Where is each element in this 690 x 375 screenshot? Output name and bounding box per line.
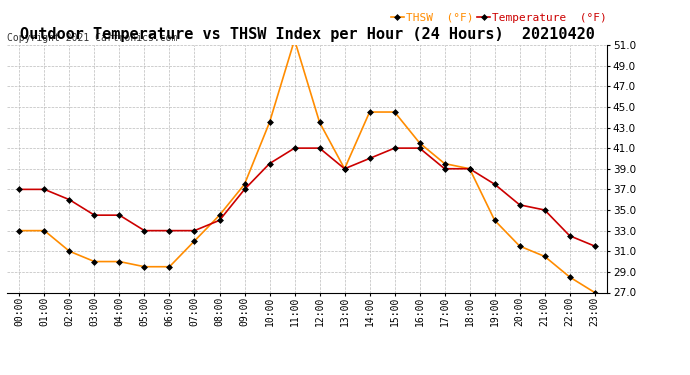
THSW  (°F) <box>190 239 199 243</box>
Temperature  (°F) <box>166 228 174 233</box>
Temperature  (°F) <box>266 161 274 166</box>
Temperature  (°F) <box>90 213 99 217</box>
THSW  (°F) <box>591 290 599 295</box>
Temperature  (°F) <box>391 146 399 150</box>
THSW  (°F) <box>40 228 48 233</box>
Temperature  (°F) <box>215 218 224 223</box>
Temperature  (°F) <box>440 166 449 171</box>
Temperature  (°F) <box>540 208 549 212</box>
THSW  (°F) <box>440 161 449 166</box>
THSW  (°F) <box>240 182 248 186</box>
THSW  (°F) <box>566 275 574 279</box>
THSW  (°F) <box>366 110 374 114</box>
Temperature  (°F) <box>591 244 599 248</box>
THSW  (°F) <box>491 218 499 223</box>
Line: Temperature  (°F): Temperature (°F) <box>17 146 597 248</box>
Temperature  (°F) <box>515 202 524 207</box>
Temperature  (°F) <box>315 146 324 150</box>
Temperature  (°F) <box>415 146 424 150</box>
Line: THSW  (°F): THSW (°F) <box>17 38 597 295</box>
Temperature  (°F) <box>240 187 248 192</box>
THSW  (°F) <box>391 110 399 114</box>
THSW  (°F) <box>140 264 148 269</box>
Temperature  (°F) <box>566 234 574 238</box>
Temperature  (°F) <box>366 156 374 160</box>
Temperature  (°F) <box>15 187 23 192</box>
Temperature  (°F) <box>491 182 499 186</box>
Temperature  (°F) <box>290 146 299 150</box>
Legend: THSW  (°F), Temperature  (°F): THSW (°F), Temperature (°F) <box>391 13 607 23</box>
Temperature  (°F) <box>66 197 74 202</box>
Temperature  (°F) <box>340 166 348 171</box>
THSW  (°F) <box>415 141 424 145</box>
Temperature  (°F) <box>40 187 48 192</box>
THSW  (°F) <box>66 249 74 254</box>
Title: Outdoor Temperature vs THSW Index per Hour (24 Hours)  20210420: Outdoor Temperature vs THSW Index per Ho… <box>19 27 595 42</box>
Temperature  (°F) <box>190 228 199 233</box>
THSW  (°F) <box>215 213 224 217</box>
THSW  (°F) <box>315 120 324 124</box>
Temperature  (°F) <box>115 213 124 217</box>
THSW  (°F) <box>290 38 299 42</box>
THSW  (°F) <box>166 264 174 269</box>
THSW  (°F) <box>115 260 124 264</box>
Temperature  (°F) <box>140 228 148 233</box>
THSW  (°F) <box>515 244 524 248</box>
THSW  (°F) <box>90 260 99 264</box>
Temperature  (°F) <box>466 166 474 171</box>
THSW  (°F) <box>266 120 274 124</box>
THSW  (°F) <box>540 254 549 259</box>
THSW  (°F) <box>15 228 23 233</box>
Text: Copyright 2021 Cartronics.com: Copyright 2021 Cartronics.com <box>7 33 177 42</box>
THSW  (°F) <box>340 166 348 171</box>
THSW  (°F) <box>466 166 474 171</box>
